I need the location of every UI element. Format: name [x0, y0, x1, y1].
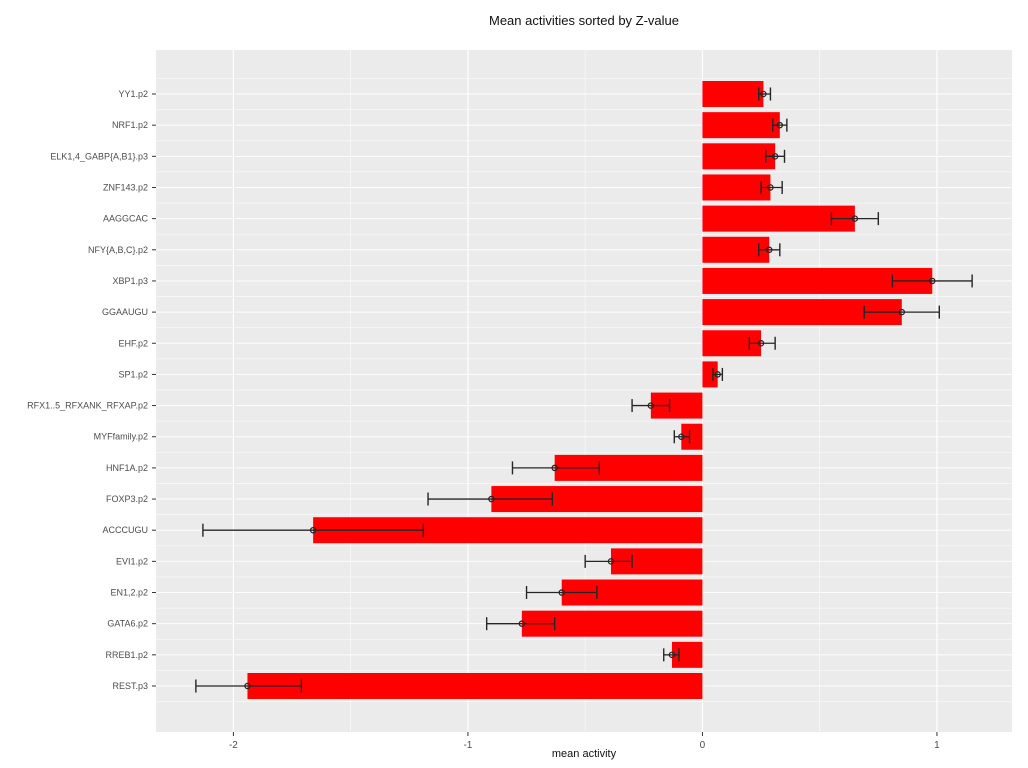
mean-marker — [771, 153, 779, 160]
y-axis-label: FOXP3.p2 — [106, 494, 148, 504]
y-axis-label: GATA6.p2 — [107, 619, 148, 629]
bar — [702, 174, 771, 201]
y-axis-label: YY1.p2 — [118, 89, 148, 99]
mean-marker — [766, 246, 773, 254]
mean-marker — [244, 682, 251, 690]
y-axis-label: RFX1..5_RFXANK_RFXAP.p2 — [27, 401, 148, 411]
bar — [702, 143, 776, 170]
y-axis-label: REST.p3 — [112, 681, 148, 691]
chart-title: Mean activities sorted by Z-value — [488, 13, 680, 28]
y-axis-label: NRF1.p2 — [112, 120, 148, 130]
y-axis-label: AAGGCAC — [103, 214, 149, 224]
y-axis-label: MYFfamily.p2 — [94, 432, 148, 442]
mean-marker — [488, 495, 495, 503]
x-axis-label: mean activity — [551, 748, 617, 760]
mean-marker — [518, 620, 526, 627]
bar — [681, 423, 703, 450]
mean-marker — [607, 558, 615, 565]
x-tick-label: 0 — [700, 740, 706, 751]
y-axis-label: ELK1,4_GABP{A,B1}.p3 — [50, 151, 148, 161]
mean-marker — [551, 464, 558, 472]
mean-marker — [757, 340, 765, 347]
y-axis-label: EN1,2.p2 — [110, 588, 148, 598]
x-tick-label: 1 — [934, 740, 940, 751]
bar — [247, 673, 703, 699]
mean-marker — [678, 433, 685, 440]
mean-marker — [668, 651, 676, 659]
y-axis-label: HNF1A.p2 — [106, 463, 148, 473]
bar — [702, 81, 764, 107]
y-axis-label: XBP1.p3 — [112, 276, 148, 286]
mean-marker — [760, 90, 767, 98]
mean-marker — [767, 184, 774, 191]
mean-marker — [647, 402, 655, 409]
mean-marker — [558, 589, 565, 596]
y-axis-label: EHF.p2 — [118, 338, 148, 348]
y-axis-label: ZNF143.p2 — [103, 182, 148, 192]
bar — [702, 205, 855, 232]
y-axis-label: SP1.p2 — [118, 369, 148, 379]
mean-marker — [851, 215, 859, 222]
y-axis-label: RREB1.p2 — [105, 650, 148, 660]
mean-marker — [898, 308, 906, 316]
y-axis-label: NFY{A,B,C}.p2 — [88, 245, 148, 255]
x-tick-label: -1 — [463, 740, 472, 751]
mean-marker — [776, 121, 784, 129]
x-tick-label: -2 — [229, 740, 238, 751]
bar — [702, 112, 780, 139]
y-axis-label: EVI1.p2 — [116, 556, 148, 566]
mean-marker — [309, 526, 317, 534]
mean-marker — [714, 371, 721, 378]
bar — [702, 361, 718, 388]
mean-marker — [929, 277, 936, 285]
y-axis-label: ACCCUGU — [102, 525, 148, 535]
y-axis-label: GGAAUGU — [102, 307, 148, 317]
